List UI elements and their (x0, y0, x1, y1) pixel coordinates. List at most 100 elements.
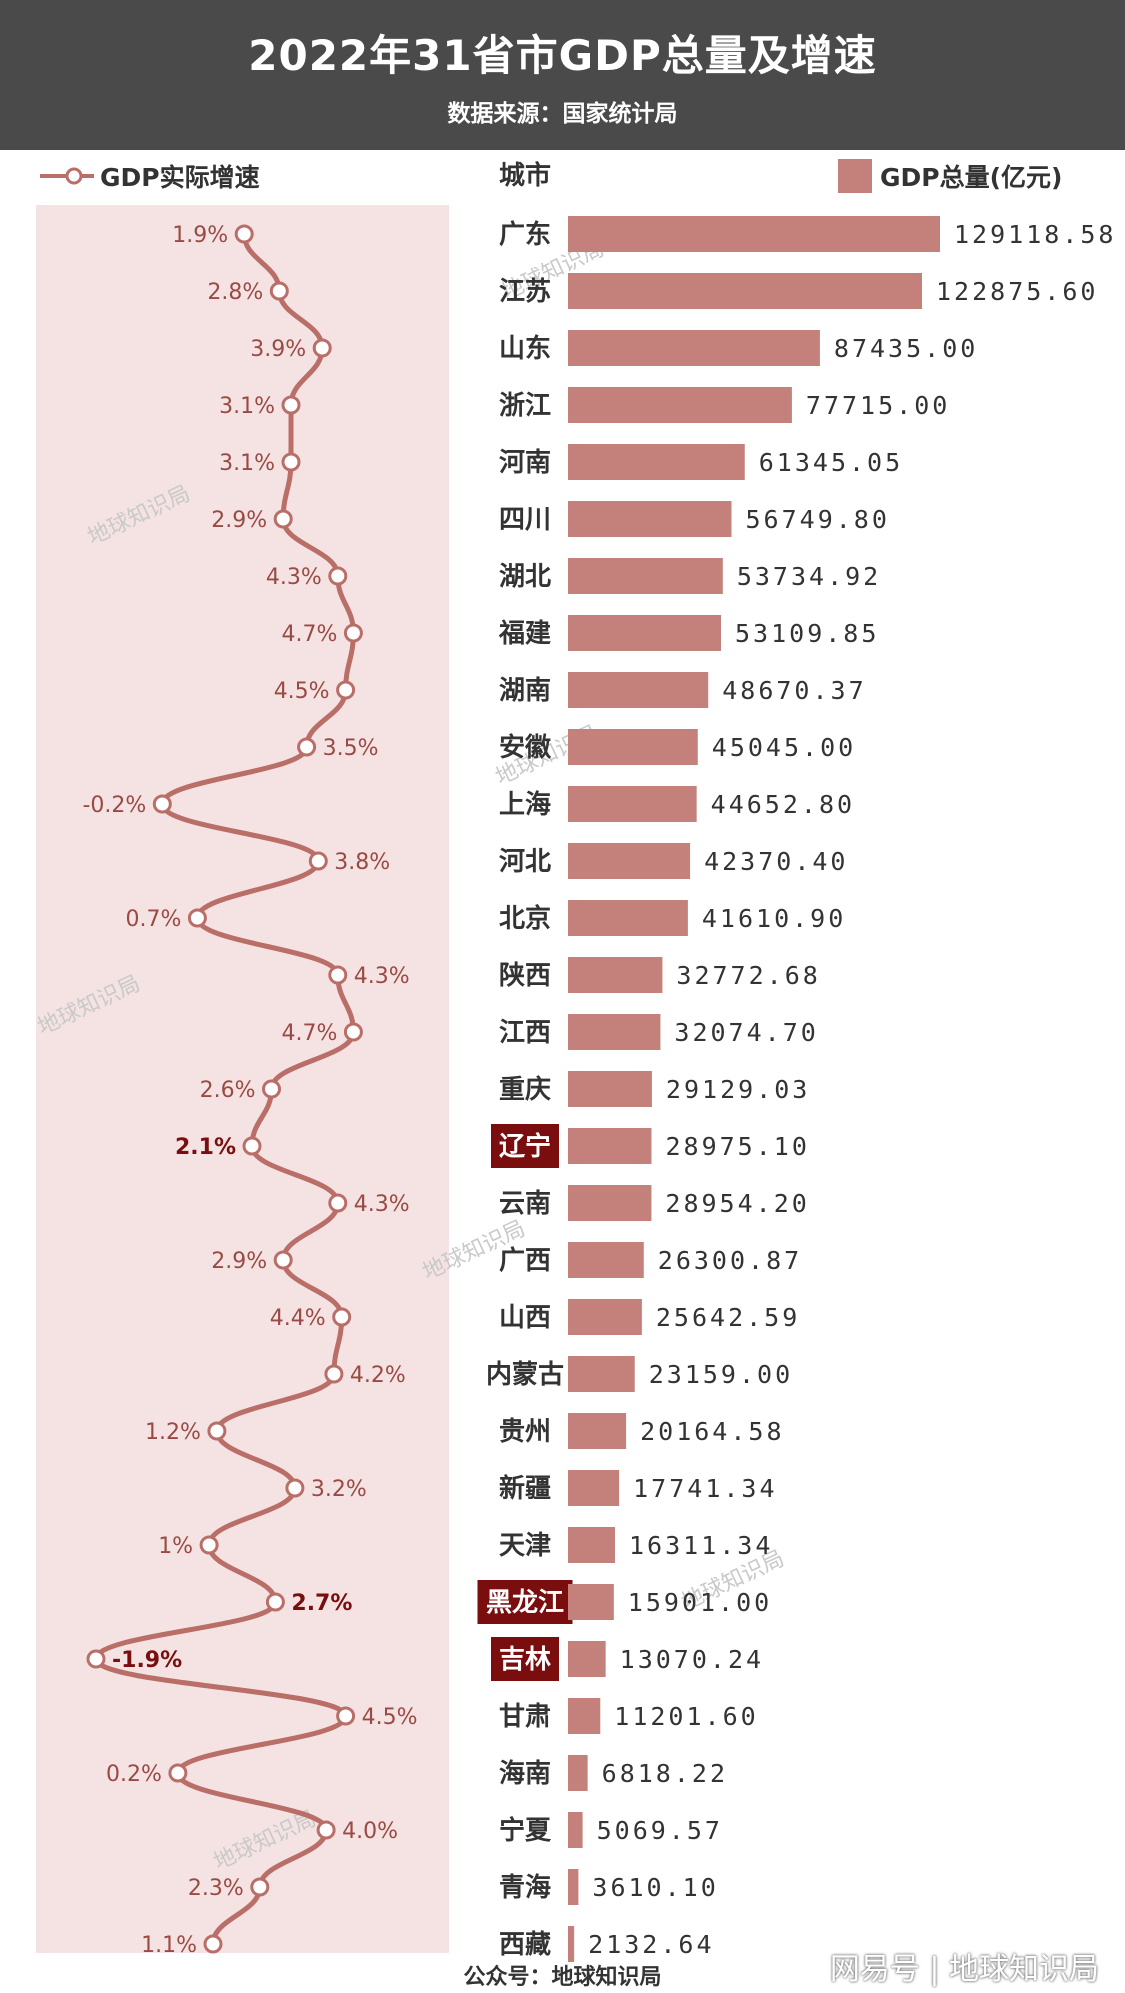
gdp-bar-17 (568, 1185, 652, 1221)
footer-source: 公众号：地球知识局 (463, 1965, 662, 1990)
province-label-2: 山东 (499, 333, 551, 364)
growth-label-22: 3.2% (311, 1477, 367, 1502)
line-marker-icon (40, 167, 94, 185)
growth-point-25 (86, 1649, 106, 1669)
gdp-value-label-19: 25642.59 (656, 1303, 800, 1332)
gdp-value-label-4: 61345.05 (759, 448, 903, 477)
growth-label-20: 4.2% (350, 1363, 406, 1388)
province-label-10: 上海 (499, 790, 551, 820)
growth-point-29 (250, 1877, 270, 1897)
growth-point-14 (343, 1022, 363, 1042)
province-label-9: 安徽 (499, 733, 552, 763)
growth-label-12: 0.7% (125, 907, 181, 932)
gdp-bar-10 (568, 786, 697, 822)
gdp-value-label-30: 2132.64 (588, 1930, 714, 1959)
chart-subtitle: 数据来源：国家统计局 (447, 101, 678, 127)
growth-label-19: 4.4% (270, 1306, 326, 1331)
gdp-bar-22 (568, 1470, 620, 1506)
gdp-bar-5 (568, 501, 732, 537)
growth-point-3 (281, 395, 301, 415)
gdp-value-label-24: 15901.00 (628, 1588, 772, 1617)
growth-label-8: 4.5% (274, 679, 330, 704)
province-label-27: 海南 (499, 1759, 551, 1789)
growth-point-22 (285, 1478, 305, 1498)
gdp-value-label-5: 56749.80 (746, 505, 890, 534)
gdp-bar-21 (568, 1413, 627, 1449)
gdp-bar-18 (568, 1242, 644, 1278)
province-label-6: 湖北 (499, 562, 551, 592)
gdp-bar-23 (568, 1527, 615, 1563)
gdp-bar-1 (568, 273, 923, 309)
gdp-value-label-8: 48670.37 (722, 676, 866, 705)
growth-label-0: 1.9% (172, 223, 228, 248)
growth-label-18: 2.9% (211, 1249, 267, 1274)
gdp-bar-25 (568, 1641, 606, 1677)
gdp-bar-16 (568, 1128, 652, 1164)
province-column-header: 城市 (498, 161, 551, 191)
province-label-1: 江苏 (499, 277, 551, 307)
growth-point-6 (328, 566, 348, 586)
province-label-0: 广东 (499, 219, 551, 250)
province-label-26: 甘肃 (499, 1702, 551, 1732)
gdp-bar-6 (568, 558, 723, 594)
growth-point-10 (152, 794, 172, 814)
total-legend: GDP总量(亿元) (838, 158, 1062, 194)
gdp-bar-8 (568, 672, 709, 708)
growth-label-29: 2.3% (188, 1876, 244, 1901)
gdp-value-label-27: 6818.22 (602, 1759, 728, 1788)
growth-label-27: 0.2% (106, 1762, 162, 1787)
growth-point-19 (332, 1307, 352, 1327)
gdp-bar-14 (568, 1014, 661, 1050)
growth-label-25: -1.9% (112, 1648, 182, 1673)
province-label-30: 西藏 (499, 1930, 551, 1960)
province-highlight-25 (491, 1637, 559, 1681)
growth-label-1: 2.8% (207, 280, 263, 305)
growth-label-4: 3.1% (219, 451, 275, 476)
gdp-bar-4 (568, 444, 745, 480)
gdp-bar-27 (568, 1755, 588, 1791)
growth-point-1 (269, 281, 289, 301)
gdp-value-label-1: 122875.60 (936, 277, 1098, 306)
gdp-bar-7 (568, 615, 722, 651)
province-label-25: 吉林 (499, 1645, 551, 1675)
gdp-bar-11 (568, 843, 691, 879)
growth-label-5: 2.9% (211, 508, 267, 533)
province-label-20: 内蒙古 (486, 1360, 564, 1390)
growth-label-10: -0.2% (82, 793, 146, 818)
gdp-bar-12 (568, 900, 688, 936)
gdp-value-label-11: 42370.40 (704, 847, 848, 876)
total-legend-label: GDP总量(亿元) (880, 163, 1063, 192)
gdp-bar-30 (568, 1926, 575, 1962)
growth-point-21 (207, 1421, 227, 1441)
province-label-5: 四川 (499, 505, 551, 535)
footer-brand-watermark: 网易号 | 地球知识局 (829, 1952, 1099, 1987)
gdp-value-label-6: 53734.92 (737, 562, 881, 591)
growth-point-8 (336, 680, 356, 700)
growth-label-2: 3.9% (250, 337, 306, 362)
gdp-value-label-26: 11201.60 (614, 1702, 758, 1731)
gdp-value-label-18: 26300.87 (658, 1246, 802, 1275)
growth-legend: GDP实际增速 (38, 158, 260, 194)
growth-label-26: 4.5% (362, 1705, 418, 1730)
province-label-29: 青海 (499, 1873, 551, 1903)
gdp-value-label-29: 3610.10 (592, 1873, 718, 1902)
growth-point-18 (273, 1250, 293, 1270)
growth-point-9 (297, 737, 317, 757)
gdp-value-label-12: 41610.90 (702, 904, 846, 933)
province-label-16: 辽宁 (499, 1131, 551, 1162)
gdp-bar-3 (568, 387, 792, 423)
gdp-bar-0 (568, 216, 940, 252)
gdp-bar-26 (568, 1698, 601, 1734)
gdp-value-label-28: 5069.57 (597, 1816, 723, 1845)
growth-label-28: 4.0% (342, 1819, 398, 1844)
growth-label-30: 1.1% (141, 1933, 197, 1958)
growth-point-13 (328, 965, 348, 985)
growth-label-6: 4.3% (266, 565, 322, 590)
gdp-value-label-15: 29129.03 (666, 1075, 810, 1104)
growth-legend-label: GDP实际增速 (100, 163, 260, 192)
growth-label-15: 2.6% (200, 1078, 256, 1103)
province-label-15: 重庆 (499, 1074, 551, 1105)
growth-label-17: 4.3% (354, 1192, 410, 1217)
gdp-value-label-17: 28954.20 (665, 1189, 809, 1218)
